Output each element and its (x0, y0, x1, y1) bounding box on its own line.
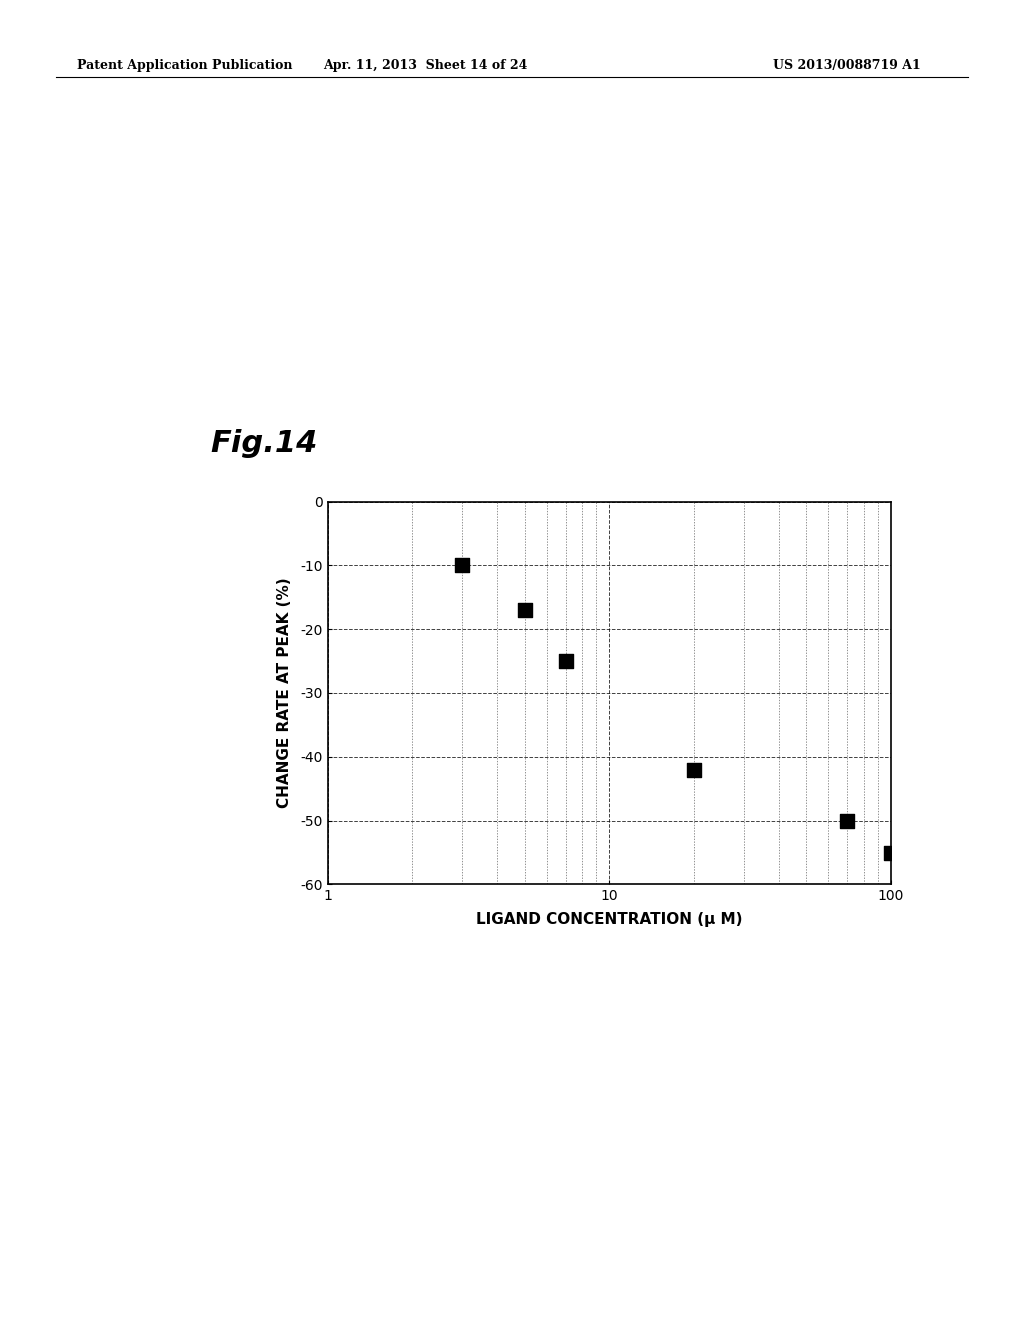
Point (686, 759, 702, 780)
Point (883, 842, 899, 863)
Text: Apr. 11, 2013  Sheet 14 of 24: Apr. 11, 2013 Sheet 14 of 24 (323, 59, 527, 73)
Point (516, 599, 532, 620)
Point (839, 810, 855, 832)
X-axis label: LIGAND CONCENTRATION (μ M): LIGAND CONCENTRATION (μ M) (476, 912, 742, 927)
Y-axis label: CHANGE RATE AT PEAK (%): CHANGE RATE AT PEAK (%) (276, 578, 292, 808)
Text: Patent Application Publication: Patent Application Publication (77, 59, 292, 73)
Text: US 2013/0088719 A1: US 2013/0088719 A1 (773, 59, 921, 73)
Text: Fig.14: Fig.14 (210, 429, 317, 458)
Point (557, 651, 573, 672)
Point (454, 554, 470, 576)
